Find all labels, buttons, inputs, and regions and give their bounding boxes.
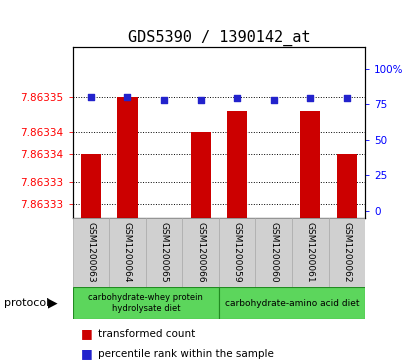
Point: [307, 95, 314, 101]
Bar: [337, 154, 357, 218]
Text: ■: ■: [81, 327, 93, 340]
Point: [197, 97, 204, 103]
Point: [88, 94, 94, 100]
Bar: [73, 218, 109, 287]
Text: carbohydrate-whey protein
hydrolysate diet: carbohydrate-whey protein hydrolysate di…: [88, 293, 203, 313]
Bar: [219, 218, 256, 287]
Bar: [73, 287, 219, 319]
Bar: [256, 218, 292, 287]
Bar: [329, 218, 365, 287]
Text: ▶: ▶: [48, 297, 57, 310]
Bar: [190, 132, 211, 218]
Text: GSM1200064: GSM1200064: [123, 222, 132, 282]
Bar: [81, 154, 101, 218]
Text: transformed count: transformed count: [98, 329, 195, 339]
Text: ■: ■: [81, 347, 93, 360]
Text: GSM1200065: GSM1200065: [159, 222, 168, 283]
Text: protocol: protocol: [4, 298, 49, 308]
Bar: [117, 97, 137, 218]
Bar: [109, 218, 146, 287]
Point: [161, 97, 167, 103]
Text: GSM1200066: GSM1200066: [196, 222, 205, 283]
Bar: [182, 218, 219, 287]
Text: carbohydrate-amino acid diet: carbohydrate-amino acid diet: [225, 299, 359, 307]
Text: GSM1200060: GSM1200060: [269, 222, 278, 283]
Text: GSM1200059: GSM1200059: [233, 222, 242, 283]
Bar: [227, 111, 247, 218]
Text: GSM1200062: GSM1200062: [342, 222, 352, 282]
Bar: [292, 218, 329, 287]
Bar: [300, 111, 320, 218]
Text: percentile rank within the sample: percentile rank within the sample: [98, 349, 273, 359]
Point: [234, 95, 241, 101]
Bar: [146, 218, 182, 287]
Text: GSM1200061: GSM1200061: [306, 222, 315, 283]
Point: [344, 95, 350, 101]
Point: [124, 94, 131, 100]
Title: GDS5390 / 1390142_at: GDS5390 / 1390142_at: [128, 30, 310, 46]
Bar: [219, 287, 365, 319]
Point: [271, 97, 277, 103]
Text: GSM1200063: GSM1200063: [86, 222, 95, 283]
